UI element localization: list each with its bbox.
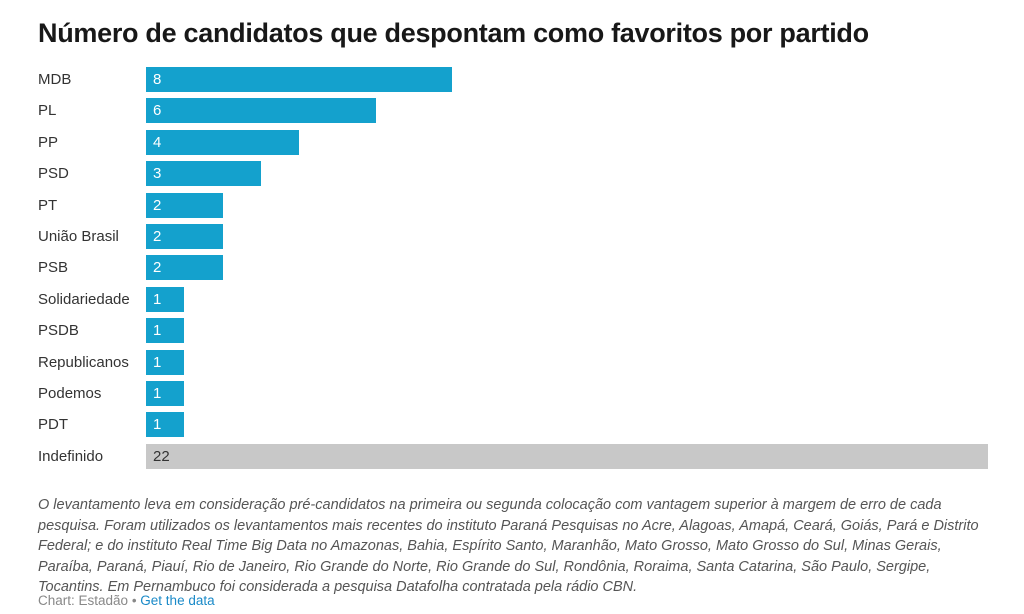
category-label: PT	[38, 196, 58, 214]
get-data-link[interactable]: Get the data	[140, 593, 215, 608]
bar	[146, 129, 300, 155]
data-label: 1	[153, 322, 162, 340]
category-label: União Brasil	[38, 228, 119, 245]
data-label: 1	[153, 416, 162, 434]
bar	[146, 412, 185, 438]
category-label: Indefinido	[38, 447, 104, 465]
category-label: PSB	[38, 259, 69, 277]
bar-chart: MDB 8 PL 6 PP 4 PSD 3 PT 2 União Brasil 2 PSB 2 Solida…	[38, 67, 988, 469]
category-label: PP	[38, 133, 59, 151]
data-label: 1	[153, 290, 162, 308]
category-label: Podemos	[38, 385, 102, 402]
data-label: 2	[153, 259, 162, 277]
bar	[146, 286, 185, 312]
source-credit: Chart: Estadão	[38, 593, 129, 608]
category-label: Solidariedade	[38, 290, 130, 308]
data-label: 4	[153, 133, 162, 151]
data-label: 2	[153, 196, 162, 214]
separator: •	[128, 593, 141, 608]
bar	[146, 192, 223, 218]
data-label: 6	[153, 102, 162, 120]
category-label: MDB	[38, 71, 72, 88]
bar	[146, 98, 376, 124]
category-label: PSD	[38, 165, 69, 183]
chart-footer: Chart: Estadão • Get the data	[38, 593, 215, 608]
category-label: PSDB	[38, 322, 79, 340]
bar	[146, 381, 185, 406]
bar	[146, 224, 223, 249]
data-label: 1	[153, 353, 162, 371]
bar	[146, 318, 185, 344]
data-label: 22	[153, 447, 170, 465]
data-label: 1	[153, 385, 162, 402]
bar	[146, 443, 988, 469]
category-label: PL	[38, 102, 57, 120]
bar	[146, 255, 223, 281]
data-label: 2	[153, 228, 162, 245]
category-label: PDT	[38, 416, 68, 434]
chart-note: O levantamento leva em consideração pré-…	[38, 497, 979, 595]
data-label: 3	[153, 165, 162, 183]
bar	[146, 67, 453, 92]
chart-title: Número de candidatos que despontam como …	[38, 18, 869, 48]
bar	[146, 349, 185, 375]
data-label: 8	[153, 71, 162, 88]
bar	[146, 161, 261, 187]
category-label: Republicanos	[38, 353, 129, 371]
